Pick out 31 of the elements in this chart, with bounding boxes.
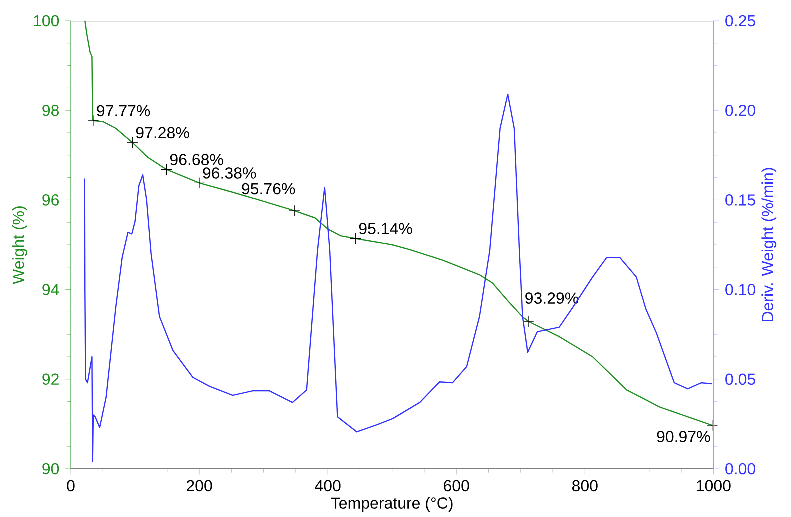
x-tick-label: 1000 [697, 480, 731, 492]
annotation: 96.38% [203, 167, 256, 179]
annotation: 97.28% [136, 127, 190, 138]
y2-tick-label: 0.20 [726, 104, 756, 116]
annotation: 90.97% [657, 430, 710, 442]
x-tick-label: 800 [572, 480, 598, 492]
x-tick-label: 0 [67, 480, 75, 492]
y-tick-label: 96 [42, 194, 60, 206]
x-tick-label: 400 [315, 480, 341, 492]
line-series [84, 94, 713, 462]
y-tick-label: 98 [42, 104, 60, 116]
y-tick-label: 100 [34, 15, 60, 26]
y-tick-label: 94 [42, 284, 60, 296]
y-tick-label: 90 [42, 463, 60, 474]
y2-axis-title: Deriv. Weight (%/min) [762, 168, 777, 322]
y2-tick-label: 0.25 [726, 15, 756, 26]
annotation: 95.14% [359, 222, 412, 234]
y2-tick-label: 0.05 [726, 374, 756, 385]
y-axis-title: Weight (%) [12, 206, 28, 284]
x-axis-title: Temperature (°C) [331, 496, 453, 512]
y-tick-label: 92 [42, 374, 59, 385]
annotation: 93.29% [526, 292, 579, 304]
annotation: 97.77% [97, 105, 150, 116]
line-series [84, 20, 713, 426]
y2-tick-label: 0.10 [726, 284, 756, 296]
y2-tick-label: 0.00 [726, 463, 756, 474]
x-tick-label: 200 [186, 480, 212, 492]
annotation: 95.76% [242, 183, 296, 194]
x-tick-label: 600 [444, 480, 470, 492]
annotation: 96.68% [170, 154, 224, 166]
y2-tick-label: 0.15 [726, 194, 756, 206]
